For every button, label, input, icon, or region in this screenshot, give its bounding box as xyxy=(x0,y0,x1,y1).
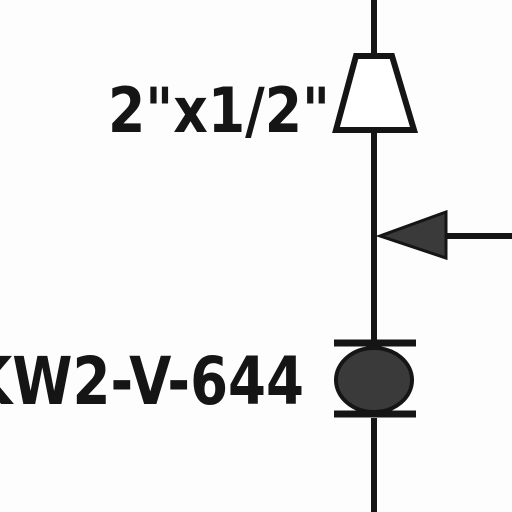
ball-valve-icon[interactable] xyxy=(334,346,414,414)
reducer-size-label: 2"x1/2" xyxy=(108,74,330,147)
concentric-reducer-icon[interactable] xyxy=(332,53,419,133)
valve-tag-label: KW2-V-644 xyxy=(0,343,304,420)
flow-arrow-icon xyxy=(375,209,448,261)
